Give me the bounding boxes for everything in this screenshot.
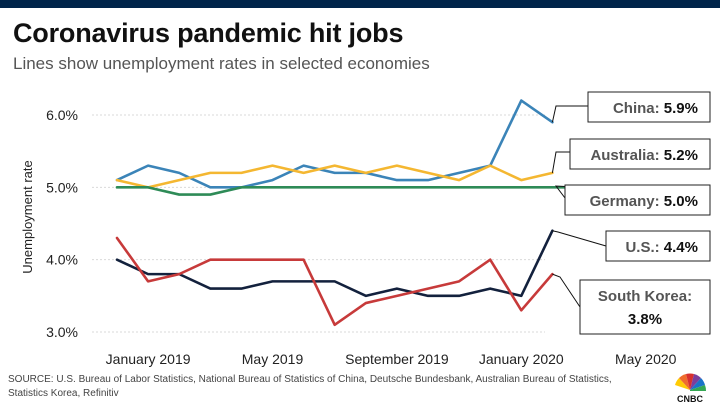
series-name-label: South Korea: [598,288,692,305]
logo-text: CNBC [677,394,703,404]
series-name-label: Germany: [590,193,664,210]
x-tick-label: January 2020 [479,351,564,367]
series-line-u-s [115,229,554,298]
x-tick-label: September 2019 [345,351,449,367]
x-tick-label: January 2019 [106,351,191,367]
y-tick-label: 3.0% [46,324,78,340]
callout-box-australia [569,138,711,170]
cnbc-peacock-logo: CNBC [675,373,707,404]
y-tick-label: 6.0% [46,107,78,123]
series-line-germany [115,186,585,196]
source-note: SOURCE: U.S. Bureau of Labor Statistics,… [8,374,612,399]
callout-box-china [587,91,711,123]
chart-title: Coronavirus pandemic hit jobs [13,18,404,48]
series-callout-label: U.S.: 4.4% [625,239,698,256]
x-tick-label: May 2020 [615,351,677,367]
callout-box-germany [564,184,711,216]
y-tick-label: 4.0% [46,252,78,268]
callout-leader-china [551,105,588,123]
series-line-australia [115,164,554,189]
series-value-label: 5.2% [664,147,698,164]
series-line-china [115,99,554,189]
series-name-label: Australia: [590,147,663,164]
series-line-south-korea [115,236,554,327]
y-tick-label: 5.0% [46,179,78,195]
callout-box-u-s [605,230,711,262]
series-value-label: 5.0% [664,193,698,210]
series-name-label: China: [613,100,664,117]
series-value-label: 5.9% [664,100,698,117]
series-value-label: 4.4% [664,239,698,256]
series-callout-label: Australia: 5.2% [590,147,698,164]
callout-box-south-korea [579,279,711,335]
callout-leader-u-s [552,230,607,247]
callout-leader-australia [551,151,570,173]
callout-leader-south-korea [552,273,581,308]
y-axis-label: Unemployment rate [20,160,35,273]
series-name-label: U.S.: [625,239,663,256]
chart-subtitle: Lines show unemployment rates in selecte… [13,54,430,73]
series-callout-label: China: 5.9% [613,100,698,117]
series-value-label: 3.8% [628,311,662,328]
x-tick-label: May 2019 [242,351,304,367]
top-bar [0,0,720,8]
series-callout-label: Germany: 5.0% [590,193,698,210]
